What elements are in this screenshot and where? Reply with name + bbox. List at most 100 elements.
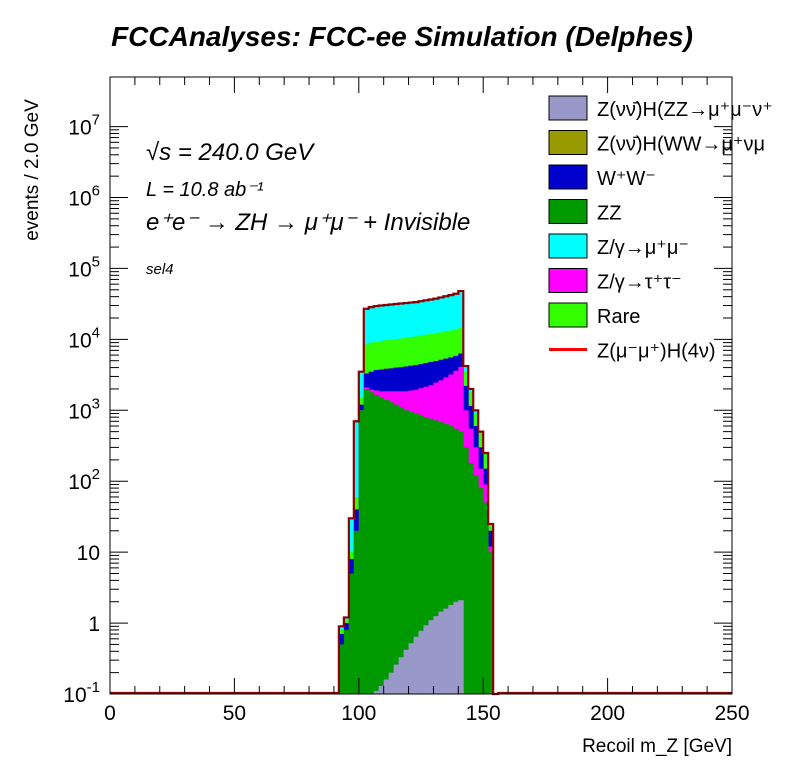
stack-bar — [413, 636, 419, 694]
legend-label: Z(νν̄)H(ZZ→μ⁺μ⁻ν⁺ — [597, 99, 773, 121]
stack-bar — [348, 573, 355, 694]
stack-bar — [423, 417, 429, 694]
stack-bar — [373, 691, 380, 694]
stack-bar — [373, 394, 380, 694]
legend-label: ZZ — [597, 203, 621, 225]
stack-bar — [478, 488, 484, 694]
legend-label: Z(νν̄)H(WW→μ⁺νμ — [597, 134, 765, 156]
stack-bar — [428, 418, 434, 694]
stack-bar — [403, 410, 409, 694]
legend-entry: W⁺W⁻ — [548, 164, 656, 190]
stack-bar — [448, 604, 454, 694]
legend-swatch — [548, 233, 588, 259]
legend-swatch — [548, 302, 588, 328]
annotation-luminosity: L = 10.8 ab⁻¹ — [146, 179, 264, 201]
annotations: √s = 240.0 GeV L = 10.8 ab⁻¹ e⁺e⁻ → ZH →… — [146, 139, 470, 278]
stack-bar — [418, 630, 424, 694]
stack-bar — [473, 475, 479, 694]
stack-bar — [363, 388, 370, 694]
stack-bar — [453, 601, 459, 694]
y-tick-label: 104 — [68, 324, 100, 352]
stack-series-1 — [338, 388, 494, 694]
legend-entry: Z(νν̄)H(WW→μ⁺νμ — [548, 130, 765, 156]
legend-swatch — [548, 268, 588, 293]
stack-bar — [338, 644, 345, 694]
legend-swatch — [548, 164, 588, 190]
y-tick-label: 106 — [68, 183, 100, 211]
x-tick-label: 200 — [590, 702, 625, 725]
x-tick-label: 250 — [714, 702, 749, 725]
stack-bar — [353, 530, 360, 694]
stack-bar — [388, 402, 395, 694]
stack-bar — [358, 410, 365, 694]
stack-bar — [458, 600, 464, 694]
stack-bar — [458, 431, 464, 694]
legend-label: Z/γ→τ⁺τ⁻ — [597, 272, 682, 294]
stack-bar — [368, 392, 375, 694]
legend-swatch — [548, 130, 588, 155]
stack-bar — [408, 643, 414, 694]
stack-bar — [483, 502, 489, 694]
stack-bar — [488, 552, 494, 694]
stack-bar — [383, 399, 390, 694]
stack-bar — [463, 447, 469, 694]
plot-area: 0 50 100 150 200 250 10-1 1 10 102 103 104 105 106 10… — [63, 76, 750, 725]
stack-bar — [393, 664, 400, 694]
y-tick-label: 102 — [68, 466, 100, 494]
legend-swatch — [548, 199, 588, 224]
stack-bar — [438, 422, 444, 694]
y-tick-label: 103 — [68, 395, 100, 423]
stack-bar — [388, 672, 395, 694]
legend-entry: Z/γ→μ⁺μ⁻ — [548, 233, 689, 259]
stack-bar — [378, 397, 385, 694]
stack-bar — [413, 413, 419, 694]
legend-entry: Z(νν̄)H(ZZ→μ⁺μ⁻ν⁺ — [548, 95, 773, 121]
x-axis-ticks: 0 50 100 150 200 250 — [104, 77, 750, 725]
stack-bar — [433, 616, 439, 694]
legend-label: Z/γ→μ⁺μ⁻ — [597, 237, 689, 259]
annotation-sqrt-s: √s = 240.0 GeV — [146, 139, 315, 166]
stack-bar — [428, 620, 434, 694]
stack-bar — [423, 625, 429, 694]
y-axis-label: events / 2.0 GeV — [22, 99, 43, 241]
legend-label: Rare — [597, 306, 640, 328]
stack-bar — [443, 608, 449, 694]
legend-entry: Z(μ⁻μ⁺)H(4ν) — [549, 341, 716, 363]
stack-bar — [378, 685, 385, 694]
annotation-selection: sel4 — [146, 261, 174, 278]
x-tick-label: 100 — [341, 702, 376, 725]
y-tick-label: 105 — [68, 253, 100, 281]
legend-swatch — [548, 95, 588, 121]
legend-entry: ZZ — [548, 199, 621, 225]
stack-bar — [408, 411, 414, 694]
legend: Z(νν̄)H(ZZ→μ⁺μ⁻ν⁺ Z(νν̄)H(WW→μ⁺νμ W⁺W⁻ ZZ Z/… — [548, 95, 773, 363]
stack-bar — [418, 415, 424, 694]
stack-bar — [398, 657, 404, 694]
stack-bar — [443, 424, 449, 694]
x-tick-label: 150 — [466, 702, 501, 725]
stack-series-0 — [373, 600, 464, 694]
y-tick-label: 107 — [68, 112, 100, 140]
x-tick-label: 0 — [104, 702, 116, 725]
chart-title: FCCAnalyses: FCC-ee Simulation (Delphes) — [111, 21, 693, 52]
x-axis-label: Recoil m_Z [GeV] — [582, 736, 732, 757]
x-tick-label: 50 — [223, 702, 246, 725]
y-tick-label: 10-1 — [63, 679, 100, 707]
stack-bar — [468, 463, 474, 694]
y-tick-label: 1 — [88, 613, 100, 636]
signal-outline — [110, 289, 732, 696]
legend-label: W⁺W⁻ — [597, 168, 656, 190]
stack-bar — [343, 629, 350, 694]
stack-bar — [453, 428, 459, 694]
stack-bar — [398, 407, 404, 694]
stack-bar — [438, 611, 444, 694]
legend-entry: Rare — [548, 302, 640, 328]
stack-bar — [403, 649, 409, 694]
stacked-histograms — [338, 291, 494, 694]
stack-bar — [383, 679, 390, 694]
annotation-process: e⁺e⁻ → ZH → μ⁺μ⁻ + Invisible — [146, 209, 470, 236]
plot-frame — [109, 76, 733, 695]
legend-label: Z(μ⁻μ⁺)H(4ν) — [597, 341, 716, 363]
stack-bar — [448, 426, 454, 694]
